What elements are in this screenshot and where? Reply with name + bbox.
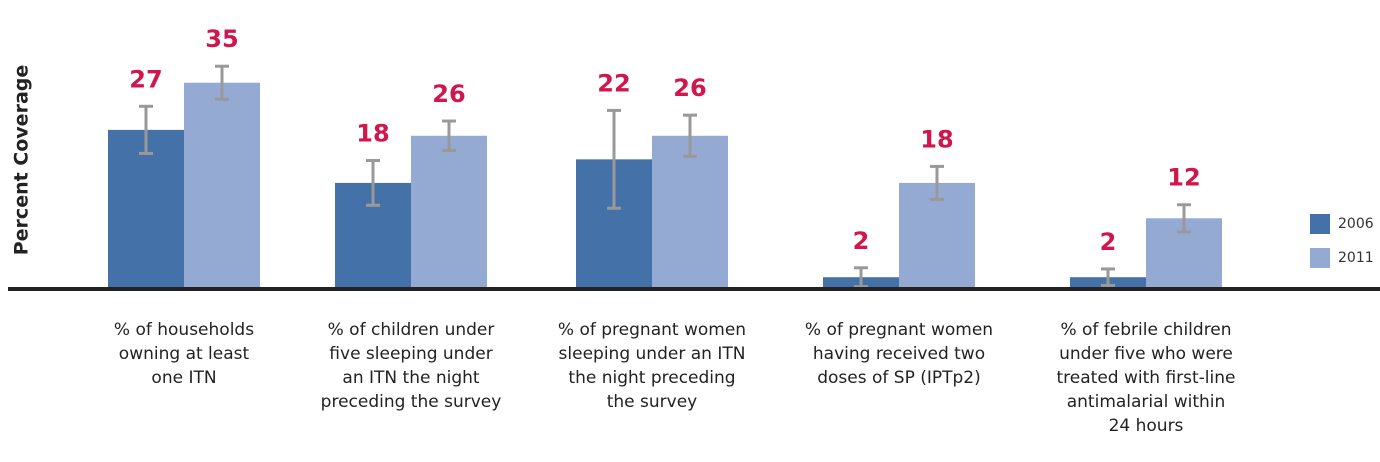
error-bar [366, 159, 380, 207]
x-tick-label: having received two [813, 344, 985, 364]
data-label: 18 [920, 125, 953, 153]
error-bar [442, 119, 456, 152]
error-bar [607, 108, 621, 210]
x-tick-label: % of pregnant women [805, 320, 993, 340]
data-label: 27 [129, 65, 162, 93]
y-axis-label: Percent Coverage [11, 65, 33, 256]
x-tick-label: the night preceding [568, 368, 735, 388]
legend-swatch [1310, 214, 1330, 234]
error-bar [215, 64, 229, 101]
data-label: 35 [205, 25, 238, 53]
error-bar [930, 164, 944, 201]
x-tick-label: antimalarial within [1067, 392, 1226, 412]
x-tick-label: five sleeping under [329, 344, 492, 364]
x-tick-label: under five who were [1059, 344, 1233, 364]
x-tick-label: the survey [607, 392, 698, 412]
error-bar [1177, 203, 1191, 234]
error-bar [854, 266, 868, 289]
bar [184, 82, 260, 289]
x-tick-label: sleeping under an ITN [559, 344, 746, 364]
x-tick-label: % of febrile children [1060, 320, 1231, 340]
x-tick-label: owning at least [119, 344, 250, 364]
data-label: 22 [597, 69, 630, 97]
data-label: 12 [1167, 164, 1200, 192]
x-tick-label: % of households [114, 320, 254, 340]
legend-label: 2011 [1338, 250, 1374, 266]
bar [411, 135, 487, 289]
x-tick-label: doses of SP (IPTp2) [817, 368, 981, 388]
x-tick-label: treated with first-line [1057, 368, 1236, 388]
x-tick-label: an ITN the night [342, 368, 479, 388]
error-bar [139, 104, 153, 155]
data-label: 18 [356, 120, 389, 148]
data-label: 2 [853, 227, 870, 255]
error-bar [1101, 267, 1115, 287]
x-tick-label: one ITN [151, 368, 216, 388]
error-bar [683, 113, 697, 158]
data-label: 26 [673, 74, 706, 102]
legend-swatch [1310, 248, 1330, 268]
x-tick-label: % of children under [328, 320, 495, 340]
bar [108, 129, 184, 289]
x-tick-label: preceding the survey [321, 392, 502, 412]
x-tick-label: % of pregnant women [558, 320, 746, 340]
data-label: 26 [432, 80, 465, 108]
bar [652, 135, 728, 289]
legend-label: 2006 [1338, 216, 1374, 232]
data-label: 2 [1100, 228, 1117, 256]
x-tick-label: 24 hours [1109, 416, 1184, 436]
